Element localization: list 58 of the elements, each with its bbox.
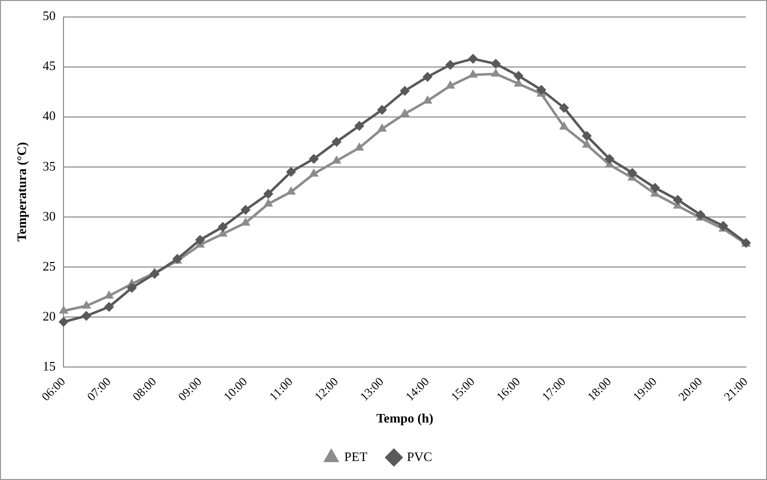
point [445,60,456,70]
point [332,155,342,164]
point [354,142,364,151]
point [468,69,478,78]
point [400,86,410,96]
point [195,234,206,245]
point [286,166,296,177]
legend-label: PVC [406,448,432,464]
point [104,290,114,299]
point [58,316,69,327]
legend-label: PET [344,448,368,464]
point [377,123,387,132]
y-tick-label: 20 [42,308,56,324]
point [422,95,432,104]
point [240,217,250,226]
point [150,268,160,279]
point [536,84,546,95]
point [468,54,478,64]
point [490,58,501,69]
point [514,70,524,81]
point [263,188,274,199]
point [718,220,728,231]
point [218,222,228,232]
point [604,154,615,164]
point [672,194,683,205]
point [559,102,570,113]
point [308,154,319,164]
y-tick-label: 45 [42,58,56,74]
point [82,300,92,309]
point [650,182,660,193]
point [240,204,251,215]
point [264,198,274,207]
point [491,68,501,77]
point [286,186,296,195]
point [104,302,114,312]
point [332,136,342,147]
point [582,139,592,148]
y-tick-label: 25 [42,258,56,274]
point [58,305,68,314]
y-tick-label: 30 [42,208,56,224]
y-tick-label: 15 [42,358,56,374]
point [354,120,364,131]
point [696,210,706,220]
y-tick-label: 35 [42,158,56,174]
point [422,72,433,82]
point [446,80,456,89]
y-axis-title: Temperatura (°C) [14,142,30,242]
point [126,282,137,293]
x-axis-title: Tempo (h) [376,410,434,426]
point [627,168,638,178]
point [377,104,388,115]
point [582,130,592,141]
y-tick-label: 50 [42,8,56,24]
y-tick-label: 40 [42,108,56,124]
point [400,108,410,117]
point [81,310,92,321]
point [309,168,319,177]
point [559,121,569,130]
